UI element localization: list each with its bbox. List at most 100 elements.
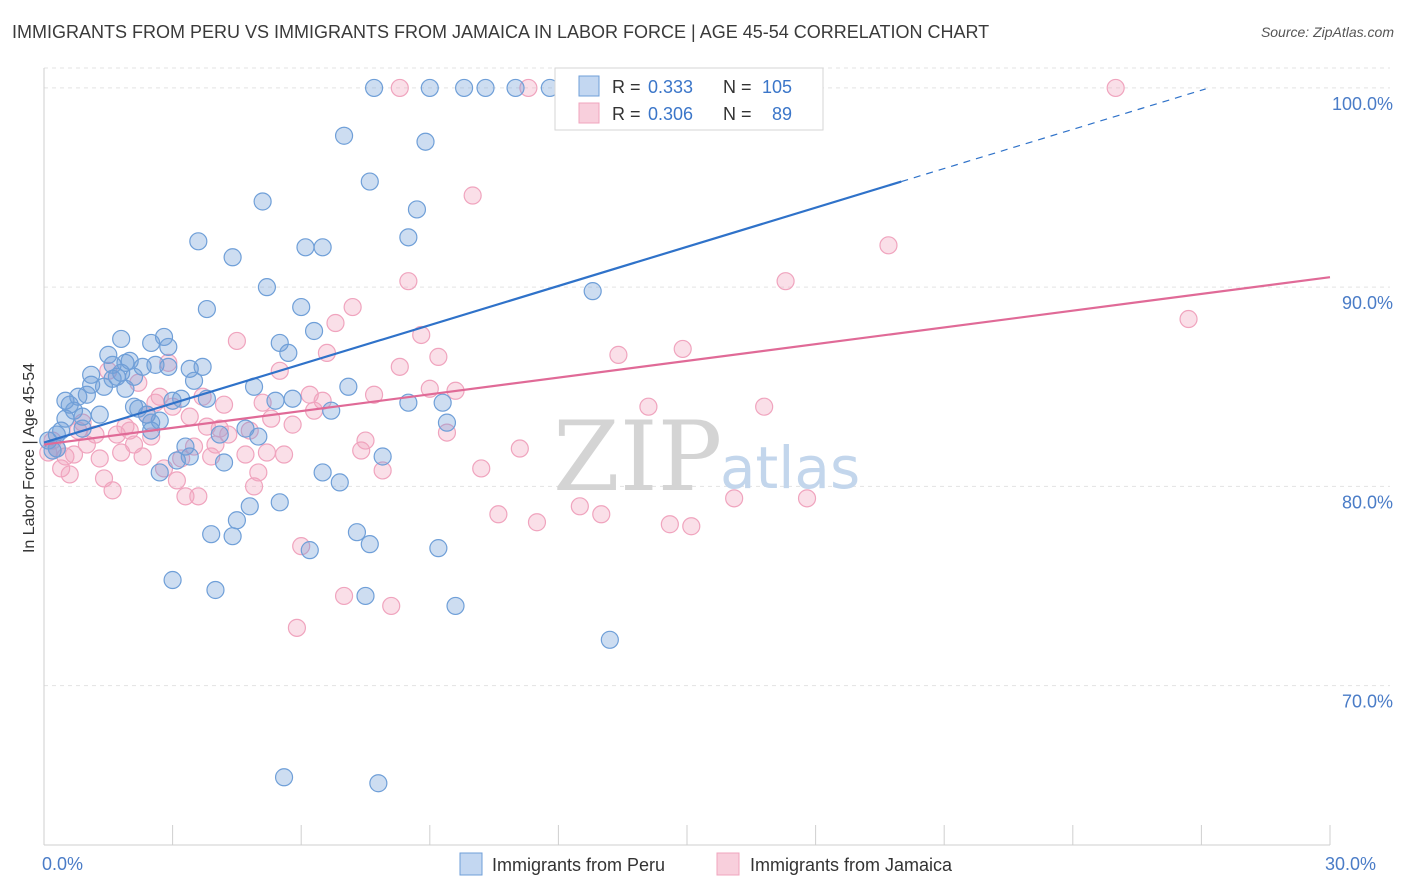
jamaica-point xyxy=(463,186,482,205)
peru-point xyxy=(189,232,208,251)
jamaica-points xyxy=(39,78,1198,637)
peru-point xyxy=(360,535,379,554)
jamaica-point xyxy=(373,461,392,480)
peru-point xyxy=(322,401,341,420)
jamaica-point xyxy=(142,427,161,446)
peru-point xyxy=(180,447,199,466)
peru-point xyxy=(150,411,169,430)
jamaica-point xyxy=(356,431,375,450)
legend-label-peru: Immigrants from Peru xyxy=(492,855,665,875)
peru-point xyxy=(429,539,448,558)
peru-point xyxy=(433,393,452,412)
jamaica-point xyxy=(257,443,277,462)
y-tick-label: 90.0% xyxy=(1342,293,1393,313)
peru-point xyxy=(476,78,495,98)
peru-point xyxy=(52,421,71,440)
jamaica-point xyxy=(352,441,371,460)
peru-point xyxy=(283,389,302,408)
grid-lines xyxy=(44,67,1390,687)
peru-point xyxy=(197,299,216,319)
jamaica-point xyxy=(133,447,152,466)
jamaica-point xyxy=(90,449,109,468)
y-tick-label: 80.0% xyxy=(1342,492,1393,512)
peru-point xyxy=(407,200,427,219)
peru-point xyxy=(330,473,349,492)
jamaica-point xyxy=(673,339,692,359)
jamaica-point xyxy=(1179,309,1198,329)
jamaica-point xyxy=(274,445,294,464)
peru-point xyxy=(90,405,109,424)
peru-point xyxy=(296,238,315,257)
jamaica-point xyxy=(249,463,268,482)
peru-point xyxy=(112,329,131,349)
jamaica-point xyxy=(214,395,234,414)
peru-point xyxy=(360,172,379,191)
peru-trend-line xyxy=(43,180,902,444)
jamaica-point xyxy=(180,407,199,426)
peru-point xyxy=(266,391,285,410)
peru-point xyxy=(223,248,242,267)
jamaica-point xyxy=(292,537,311,556)
peru-point xyxy=(347,523,367,542)
watermark-atlas: atlas xyxy=(720,434,860,502)
jamaica-r-value: 0.306 xyxy=(648,104,693,124)
jamaica-point xyxy=(1106,78,1125,98)
peru-point xyxy=(369,774,388,793)
jamaica-point xyxy=(390,357,409,376)
peru-point xyxy=(223,527,242,546)
jamaica-point xyxy=(60,465,79,484)
peru-point xyxy=(339,377,358,396)
jamaica-point xyxy=(725,489,744,508)
bottom-legend: Immigrants from Peru Immigrants from Jam… xyxy=(459,852,953,876)
jamaica-point xyxy=(660,515,679,534)
peru-point xyxy=(437,413,457,432)
peru-point xyxy=(420,78,439,98)
legend-swatch-peru xyxy=(459,852,483,876)
jamaica-point xyxy=(797,489,817,508)
peru-point xyxy=(334,126,354,145)
peru-point xyxy=(214,453,234,472)
y-tick-labels: 100.0% 90.0% 80.0% 70.0% xyxy=(1332,94,1393,712)
legend-swatch-jamaica xyxy=(716,852,740,876)
peru-point xyxy=(154,327,174,347)
jamaica-point xyxy=(755,397,774,416)
peru-n-label: N = xyxy=(723,77,752,97)
peru-point xyxy=(454,78,474,98)
peru-point xyxy=(202,525,221,544)
chart-title: IMMIGRANTS FROM PERU VS IMMIGRANTS FROM … xyxy=(12,22,990,42)
stats-legend-frame xyxy=(554,67,824,131)
jamaica-n-value: 89 xyxy=(772,104,792,124)
jamaica-point xyxy=(609,345,628,364)
jamaica-point xyxy=(103,481,122,500)
peru-point xyxy=(163,570,182,590)
stats-legend: R = 0.333 N = 105 R = 0.306 N = 89 xyxy=(554,67,824,131)
peru-point xyxy=(583,282,602,301)
jamaica-point xyxy=(390,78,409,98)
jamaica-point xyxy=(334,586,354,606)
jamaica-point xyxy=(399,272,418,291)
jamaica-point xyxy=(227,331,246,351)
peru-point xyxy=(446,596,465,616)
jamaica-r-label: R = xyxy=(612,104,641,124)
peru-point xyxy=(210,425,229,444)
peru-point xyxy=(150,463,169,482)
chart-source: Source: ZipAtlas.com xyxy=(1260,24,1394,40)
peru-point xyxy=(506,78,525,98)
peru-point xyxy=(249,427,268,446)
peru-point xyxy=(373,447,392,466)
jamaica-point xyxy=(489,505,508,524)
peru-point xyxy=(184,371,204,390)
jamaica-trend-line xyxy=(43,276,1331,446)
jamaica-point xyxy=(879,236,898,255)
peru-stats-swatch xyxy=(578,75,600,97)
trend-lines xyxy=(43,88,1331,446)
jamaica-point xyxy=(262,409,281,428)
peru-point xyxy=(300,541,319,560)
peru-point xyxy=(279,343,298,362)
jamaica-point xyxy=(776,272,795,291)
jamaica-point xyxy=(510,439,529,458)
peru-points xyxy=(39,78,748,793)
peru-point xyxy=(206,580,225,600)
peru-point xyxy=(416,132,435,151)
peru-r-label: R = xyxy=(612,77,641,97)
